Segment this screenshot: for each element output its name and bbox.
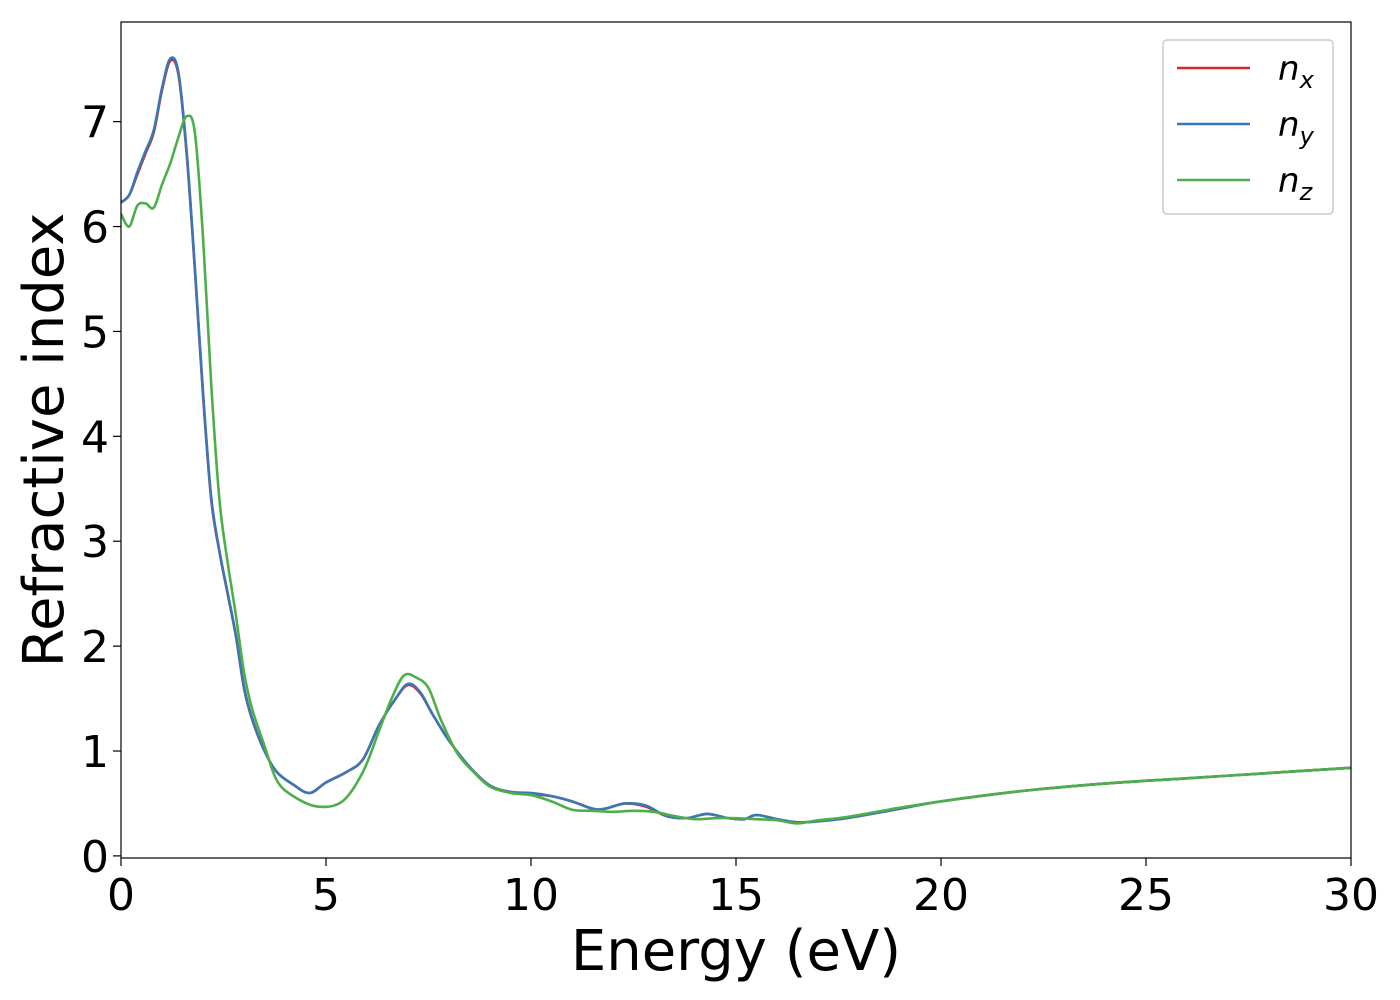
- legend-label-subscript: z: [1299, 178, 1314, 206]
- x-tick-label: 0: [107, 870, 135, 921]
- y-axis-label: Refractive index: [12, 213, 77, 668]
- series-line-z: [121, 114, 1351, 825]
- legend-label-z: nz: [1278, 161, 1314, 206]
- legend-label-subscript: y: [1299, 122, 1315, 150]
- y-tick-label: 3: [81, 517, 109, 568]
- x-tick-label: 20: [913, 870, 969, 921]
- y-tick-label: 0: [81, 832, 109, 883]
- series-layer: [121, 56, 1351, 825]
- x-axis-ticks: 0 5 10 15 20 25 30: [107, 858, 1379, 921]
- y-tick-label: 5: [81, 307, 109, 358]
- legend-label-subscript: x: [1299, 66, 1315, 94]
- y-tick-label: 2: [81, 622, 109, 673]
- legend-label-base: n: [1278, 161, 1300, 201]
- legend-label-base: n: [1278, 49, 1300, 89]
- legend-box: [1162, 39, 1334, 215]
- y-axis-ticks: 0 1 2 3 4 5 6 7: [81, 98, 121, 883]
- x-tick-label: 30: [1323, 870, 1379, 921]
- x-axis-label: Energy (eV): [571, 919, 901, 984]
- y-tick-label: 7: [81, 98, 109, 149]
- y-tick-label: 1: [81, 727, 109, 778]
- legend-label-y: ny: [1278, 105, 1315, 150]
- y-tick-label: 6: [81, 203, 109, 254]
- y-tick-label: 4: [81, 412, 109, 463]
- x-tick-label: 5: [312, 870, 340, 921]
- x-tick-label: 25: [1118, 870, 1174, 921]
- legend-label-x: nx: [1278, 49, 1315, 94]
- x-tick-label: 15: [708, 870, 764, 921]
- x-tick-label: 10: [503, 870, 559, 921]
- legend-label-base: n: [1278, 105, 1300, 145]
